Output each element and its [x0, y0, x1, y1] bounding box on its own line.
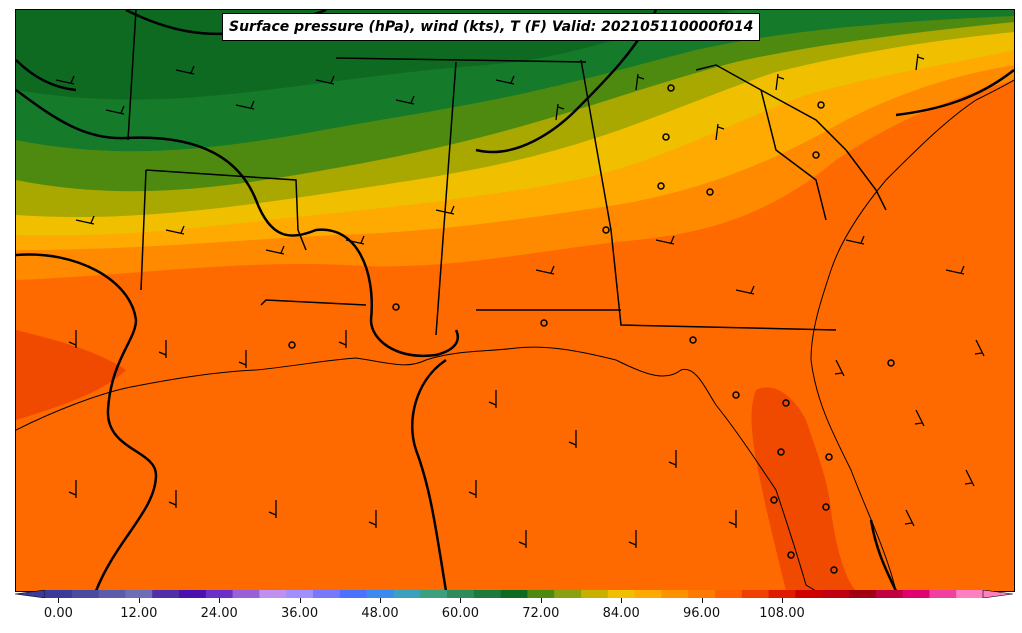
- colorbar-segment: [473, 590, 502, 598]
- colorbar-segment: [661, 590, 689, 598]
- map-title: Surface pressure (hPa), wind (kts), T (F…: [222, 13, 761, 41]
- colorbar-segment: [125, 590, 153, 598]
- colorbar-segment: [339, 590, 368, 598]
- colorbar-segment: [875, 590, 904, 598]
- colorbar-tick-mark: [460, 598, 462, 603]
- colorbar-tick-label: 12.00: [120, 606, 158, 621]
- colorbar-tick-label: 24.00: [200, 606, 238, 621]
- colorbar-segment: [527, 590, 555, 598]
- colorbar-tick-mark: [621, 598, 623, 603]
- colorbar-tick-label: 48.00: [361, 606, 399, 621]
- colorbar-segment: [420, 590, 448, 598]
- colorbar-segment: [393, 590, 421, 598]
- colorbar-segment: [634, 590, 662, 598]
- coastline: [16, 79, 1014, 591]
- colorbar-segment: [607, 590, 636, 598]
- isobars: [16, 10, 1014, 591]
- colorbar-segment: [715, 590, 743, 598]
- temp-band-hot-texas: [16, 330, 126, 420]
- colorbar-tick-mark: [138, 598, 140, 603]
- colorbar-segment: [366, 590, 394, 598]
- colorbar-segment: [286, 590, 314, 598]
- colorbar-segment: [768, 590, 796, 598]
- colorbar-segment: [447, 590, 475, 598]
- colorbar-segment: [902, 590, 930, 598]
- colorbar-segment: [741, 590, 770, 598]
- colorbar-segment: [554, 590, 582, 598]
- colorbar-segment: [71, 590, 100, 598]
- wind-barbs: [55, 53, 985, 548]
- colorbar-tick-mark: [540, 598, 542, 603]
- colorbar-segment: [45, 590, 73, 598]
- calm-wind-markers: [288, 84, 895, 574]
- colorbar-tick-label: 72.00: [522, 606, 560, 621]
- colorbar-tick-mark: [380, 598, 381, 603]
- colorbar-segment: [929, 590, 957, 598]
- colorbar-tick-label: 0.00: [43, 606, 73, 621]
- colorbar-segment: [232, 590, 260, 598]
- colorbar-tick-label: 84.00: [602, 606, 640, 621]
- colorbar-tick-mark: [701, 598, 703, 603]
- colorbar-segment: [98, 590, 126, 598]
- colorbar-segment: [500, 590, 528, 598]
- temperature-colorbar: [15, 590, 1013, 598]
- colorbar-tick-mark: [782, 598, 783, 603]
- colorbar-segment: [795, 590, 823, 598]
- colorbar-tick-label: 60.00: [441, 606, 479, 621]
- state-boundaries: [127, 10, 887, 336]
- colorbar-tick-label: 108.00: [759, 606, 805, 621]
- colorbar-segment: [259, 590, 287, 598]
- colorbar-segment: [956, 590, 984, 598]
- colorbar-tick-mark: [299, 598, 301, 603]
- temp-band-hot-florida: [751, 387, 856, 591]
- colorbar-tick-mark: [219, 598, 221, 603]
- colorbar-tick-mark: [58, 598, 60, 603]
- map-canvas: [16, 10, 1014, 591]
- colorbar-segment: [849, 590, 877, 598]
- colorbar-segment: [581, 590, 609, 598]
- colorbar-max-extend: [982, 590, 1013, 598]
- colorbar-min-extend: [15, 590, 46, 598]
- colorbar-segment: [152, 590, 180, 598]
- colorbar-segment: [179, 590, 207, 598]
- colorbar-tick-label: 96.00: [682, 606, 721, 621]
- colorbar-segment: [688, 590, 716, 598]
- colorbar-segment: [313, 590, 341, 598]
- colorbar-segment: [822, 590, 850, 598]
- weather-map: [15, 9, 1015, 592]
- colorbar-tick-label: 36.00: [280, 606, 319, 621]
- colorbar-segment: [205, 590, 234, 598]
